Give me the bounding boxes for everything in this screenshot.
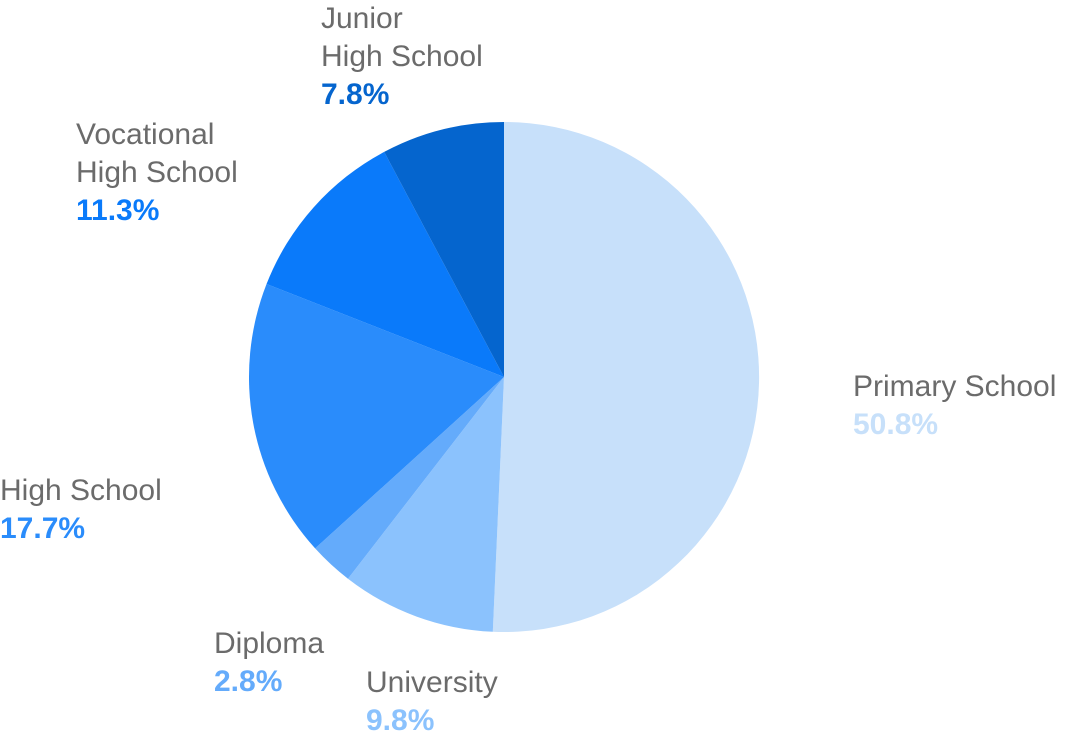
slice-value-vocational-high-school: 11.3% bbox=[76, 194, 160, 227]
slice-name-primary-school: Primary School bbox=[853, 370, 1057, 403]
pie-slice-university bbox=[347, 377, 504, 632]
slice-value-high-school: 17.7% bbox=[0, 512, 86, 545]
slice-value-university: 9.8% bbox=[366, 704, 435, 737]
pie-slice-junior-high-school bbox=[384, 122, 504, 377]
slice-name-junior-high-school: Junior High School bbox=[321, 2, 483, 73]
pie-slice-diploma bbox=[315, 377, 504, 579]
pie-slice-high-school bbox=[248, 284, 504, 549]
label-high-school: High School 17.7% bbox=[0, 472, 162, 548]
slice-name-diploma: Diploma bbox=[214, 627, 325, 660]
label-primary-school: Primary School 50.8% bbox=[853, 368, 1056, 444]
label-junior-high-school: Junior High School 7.8% bbox=[321, 0, 483, 114]
slice-value-primary-school: 50.8% bbox=[853, 408, 939, 441]
pie-slice-vocational-high-school bbox=[266, 151, 504, 377]
slice-name-high-school: High School bbox=[0, 474, 162, 507]
label-university: University 9.8% bbox=[366, 664, 498, 740]
slice-value-diploma: 2.8% bbox=[214, 665, 283, 698]
pie-slice-primary-school bbox=[492, 121, 760, 632]
slice-name-university: University bbox=[366, 666, 498, 699]
slice-value-junior-high-school: 7.8% bbox=[321, 78, 390, 111]
label-diploma: Diploma 2.8% bbox=[214, 625, 324, 701]
slice-name-vocational-high-school: Vocational High School bbox=[76, 118, 238, 189]
label-vocational-high-school: Vocational High School 11.3% bbox=[76, 116, 238, 230]
